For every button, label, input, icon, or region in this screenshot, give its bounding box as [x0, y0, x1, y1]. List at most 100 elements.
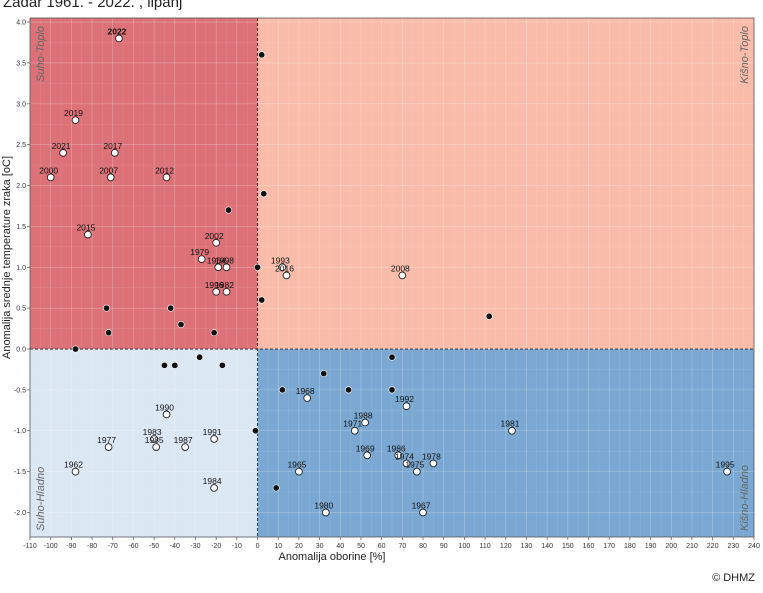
point-year-label: 1969 [356, 443, 375, 453]
data-point-labeled [412, 467, 421, 476]
x-tick-label: -50 [149, 543, 159, 550]
point-year-label: 2000 [39, 165, 58, 175]
x-tick-label: -60 [128, 543, 138, 550]
x-tick-label: 210 [686, 543, 698, 550]
data-point-labeled [46, 173, 55, 182]
point-year-label: 1986 [387, 443, 406, 453]
point-year-label: 2012 [155, 165, 174, 175]
point-year-label: 1990 [155, 402, 174, 412]
data-point-labeled [71, 116, 80, 125]
point-year-label: 1979 [190, 247, 209, 257]
x-tick-label: -20 [211, 543, 221, 550]
y-tick-label: -1.0 [14, 428, 26, 435]
data-point-labeled [110, 149, 119, 157]
y-axis-title: Anomalija srednje temperature zraka [oC] [1, 156, 13, 359]
x-axis-title: Anomalija oborine [%] [278, 551, 385, 563]
point-year-label: 2008 [391, 263, 410, 273]
quadrant-label-bottom-right: Kišno-Hladno [739, 465, 751, 531]
point-year-label: 1988 [354, 411, 373, 421]
x-tick-label: 160 [583, 543, 595, 550]
x-tick-label: 170 [603, 543, 615, 550]
y-tick-label: 2.5 [16, 142, 26, 149]
x-tick-label: 80 [419, 543, 427, 550]
point-year-label: 2015 [76, 223, 95, 233]
data-point-unlabeled [167, 304, 175, 312]
point-year-label: 1968 [296, 386, 315, 396]
data-point-unlabeled [105, 329, 113, 337]
data-point-unlabeled [103, 304, 111, 312]
point-year-label: 2022 [107, 26, 126, 36]
y-tick-label: 3.0 [16, 101, 26, 108]
point-year-label: 1987 [174, 435, 193, 445]
x-tick-label: 50 [357, 543, 365, 550]
x-tick-label: 70 [398, 543, 406, 550]
data-point-labeled [212, 287, 221, 296]
y-tick-label: -2.0 [14, 510, 26, 517]
data-point-labeled [394, 451, 403, 460]
y-tick-label: 1.0 [16, 265, 26, 272]
x-tick-label: 0 [256, 543, 260, 550]
x-tick-label: 20 [295, 543, 303, 550]
data-point-labeled [162, 410, 171, 419]
quadrant-bottom-right [257, 349, 754, 537]
data-point-labeled [104, 443, 113, 451]
y-tick-label: 4.0 [16, 20, 26, 27]
x-tick-label: -90 [66, 543, 76, 550]
x-tick-label: 240 [748, 543, 760, 550]
data-point-unlabeled [260, 190, 268, 198]
y-tick-label: 3.5 [16, 60, 26, 67]
data-point-unlabeled [258, 296, 266, 304]
point-year-label: 2007 [99, 165, 118, 175]
data-point-labeled [429, 459, 438, 468]
data-point-labeled [210, 484, 218, 492]
x-tick-label: -100 [44, 543, 58, 550]
point-year-label: 2021 [52, 141, 71, 151]
data-point-unlabeled [485, 312, 493, 320]
point-year-label: 1993 [271, 255, 290, 265]
x-tick-label: -10 [232, 543, 242, 550]
data-point-labeled [162, 173, 171, 182]
point-year-label: 1998 [215, 255, 234, 265]
point-year-label: 2016 [275, 263, 294, 273]
data-point-labeled [71, 467, 80, 476]
point-year-label: 1965 [287, 460, 306, 470]
x-tick-label: 130 [521, 543, 533, 550]
data-point-labeled [197, 255, 206, 263]
y-tick-label: 0.5 [16, 306, 26, 313]
data-point-labeled [350, 426, 359, 435]
y-tick-label: 1.5 [16, 224, 26, 231]
data-point-unlabeled [258, 51, 266, 59]
data-point-unlabeled [196, 353, 204, 361]
x-tick-label: 200 [665, 543, 677, 550]
x-tick-label: 100 [459, 543, 471, 550]
x-tick-label: 190 [645, 543, 657, 550]
x-tick-label: 230 [727, 543, 739, 550]
point-year-label: 1984 [203, 476, 222, 486]
data-point-labeled [84, 230, 92, 239]
point-year-label: 1967 [412, 500, 431, 510]
x-tick-label: -70 [108, 543, 118, 550]
quadrant-bottom-left [30, 349, 258, 537]
data-point-labeled [106, 173, 115, 182]
data-point-labeled [212, 238, 221, 247]
point-year-label: 1977 [97, 435, 116, 445]
point-year-label: 2017 [103, 141, 122, 151]
point-year-label: 1995 [716, 460, 735, 470]
data-point-labeled [115, 34, 123, 43]
data-point-labeled [150, 435, 158, 443]
x-tick-label: 180 [624, 543, 636, 550]
quadrant-label-top-left: Suho-Toplo [35, 26, 47, 82]
data-point-labeled [278, 263, 287, 272]
point-year-label: 1981 [501, 419, 520, 429]
x-tick-label: 220 [707, 543, 719, 550]
data-point-labeled [181, 443, 189, 451]
point-year-label: 1985 [145, 435, 164, 445]
quadrant-label-top-right: Kišno-Toplo [739, 26, 751, 84]
data-point-labeled [321, 508, 330, 517]
data-point-labeled [419, 508, 427, 517]
data-point-unlabeled [177, 320, 185, 328]
data-point-unlabeled [345, 386, 353, 394]
data-point-unlabeled [320, 370, 328, 378]
data-point-labeled [295, 467, 303, 476]
